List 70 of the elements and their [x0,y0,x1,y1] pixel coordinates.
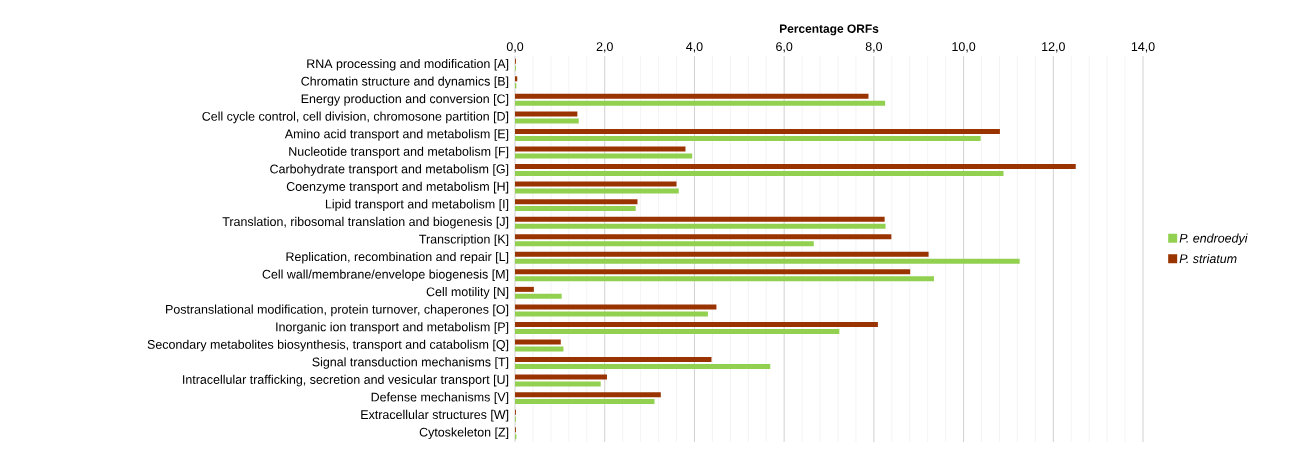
bar [515,364,771,370]
bar [515,346,564,352]
bar [515,206,636,212]
bar [515,241,814,247]
bar [515,164,1076,170]
bar [515,304,717,310]
legend-label: P. striatum [1179,253,1237,264]
x-tick-label: 4,0 [686,42,703,53]
y-tick-label: Amino acid transport and metabolism [E] [284,129,509,141]
bar [515,234,892,240]
bar [515,399,655,405]
y-tick-label: Chromatin structure and dynamics [B] [301,76,509,89]
y-tick-label: Cytoskeleton [Z] [419,427,509,440]
bar [515,357,712,363]
bar [515,135,981,141]
y-tick-label: Translation, ribosomal translation and biogenesis [J] [222,216,509,229]
x-tick-label: 14,0 [1131,42,1155,53]
bar [515,100,886,106]
y-tick-label: Postranslational modification, protein turnover, chaperones [O] [166,304,509,317]
bar [515,328,840,334]
y-tick-label: Cell wall/membrane/envelope biogenesis [M] [262,269,509,282]
bar [515,392,661,398]
x-tick-label: 6,0 [776,42,793,53]
bar [515,269,911,275]
x-tick-label: 12,0 [1042,42,1065,53]
y-tick-label: Secondary metabolites biosynthesis, transport and catabolism [Q] [147,339,509,352]
y-tick-label: Nucleotide transport and metabolism [F] [289,146,509,159]
bar [515,216,885,222]
y-tick-label: Carbohydrate transport and metabolism [G] [270,164,509,176]
y-tick-label: Intracellular trafficking, secretion and vesicular transport [U] [183,374,509,387]
y-tick-label: Cell motility [N] [426,287,509,299]
bar [515,223,886,229]
bar [515,381,601,387]
y-tick-label: Replication, recombination and repair [L] [286,251,509,264]
bar [515,128,1000,134]
bar [515,146,686,152]
bar [515,311,708,317]
bar [515,293,562,299]
bar [515,374,607,380]
bar [515,118,579,124]
y-tick-label: RNA processing and modification [A] [307,58,509,71]
bar [515,286,534,292]
x-tick-label: 10,0 [952,42,976,53]
y-tick-label: Extracellular structures [W] [361,409,509,422]
x-tick-label: 2,0 [596,42,613,53]
bar [515,153,693,159]
bar [515,188,679,194]
bar [515,258,1020,264]
y-tick-label: Transcription [K] [419,234,509,247]
y-tick-label: Inorganic ion transport and metabolism [P] [276,322,509,334]
y-tick-label: Cell cycle control, cell division, chromosone partition [D] [202,111,509,124]
bar [515,171,1004,177]
y-tick-label: Lipid transport and metabolism [I] [325,199,509,211]
x-tick-label: 8,0 [865,42,883,53]
bar [515,111,578,117]
bar [515,321,878,327]
bar [515,251,929,257]
bar [515,199,638,205]
y-tick-label: Signal transduction mechanisms [T] [312,357,509,369]
bar [515,93,869,99]
bar [515,76,518,82]
y-tick-label: Defense mechanisms [V] [371,392,509,404]
y-tick-label: Energy production and conversion [C] [301,94,509,106]
bar [515,339,561,345]
legend-label: P. endroedyi [1179,233,1248,246]
x-tick-label: 0,0 [506,42,524,53]
bar [515,276,934,282]
y-tick-label: Coenzyme transport and metabolism [H] [286,181,509,194]
bar [515,181,677,187]
x-axis-title: Percentage ORFs [779,24,879,36]
